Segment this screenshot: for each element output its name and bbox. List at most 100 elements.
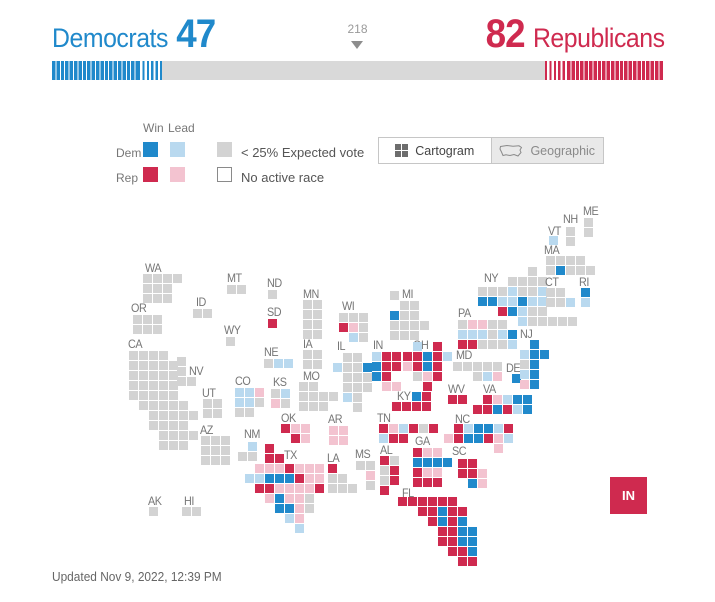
district-square-fl[interactable] xyxy=(428,517,437,526)
district-square-ma[interactable] xyxy=(566,266,575,275)
district-square-sc[interactable] xyxy=(468,459,477,468)
district-square-ma[interactable] xyxy=(556,256,565,265)
district-square-or[interactable] xyxy=(153,325,162,334)
district-square-oh[interactable] xyxy=(403,362,412,371)
district-square-mi[interactable] xyxy=(410,301,419,310)
district-square-nv[interactable] xyxy=(177,367,186,376)
district-square-al[interactable] xyxy=(390,456,399,465)
district-square-mi[interactable] xyxy=(400,321,409,330)
district-square-ny[interactable] xyxy=(538,307,547,316)
district-square-mo[interactable] xyxy=(319,402,328,411)
district-square-mi[interactable] xyxy=(410,321,419,330)
district-square-or[interactable] xyxy=(143,315,152,324)
district-square-ks[interactable] xyxy=(271,399,280,408)
district-square-ri[interactable] xyxy=(581,288,590,297)
district-square-tx[interactable] xyxy=(265,444,274,453)
district-square-mo[interactable] xyxy=(309,402,318,411)
district-square-ca[interactable] xyxy=(149,351,158,360)
district-square-fl[interactable] xyxy=(458,557,467,566)
district-square-az[interactable] xyxy=(221,436,230,445)
district-square-ia[interactable] xyxy=(303,360,312,369)
district-square-tx[interactable] xyxy=(285,484,294,493)
district-square-fl[interactable] xyxy=(448,547,457,556)
district-square-wi[interactable] xyxy=(359,323,368,332)
district-square-fl[interactable] xyxy=(458,537,467,546)
district-square-ca[interactable] xyxy=(169,441,178,450)
district-square-sc[interactable] xyxy=(458,469,467,478)
district-square-tx[interactable] xyxy=(255,464,264,473)
district-square-nc[interactable] xyxy=(484,434,493,443)
district-square-md[interactable] xyxy=(483,362,492,371)
district-square-ms[interactable] xyxy=(366,471,375,480)
district-square-mi[interactable] xyxy=(410,331,419,340)
district-square-tn[interactable] xyxy=(379,434,388,443)
district-square-tn[interactable] xyxy=(429,424,438,433)
district-square-pa[interactable] xyxy=(468,320,477,329)
district-square-wv[interactable] xyxy=(448,395,457,404)
district-square-ar[interactable] xyxy=(339,436,348,445)
district-square-pa[interactable] xyxy=(458,340,467,349)
district-square-ks[interactable] xyxy=(281,389,290,398)
district-square-va[interactable] xyxy=(503,405,512,414)
district-square-tn[interactable] xyxy=(389,434,398,443)
district-square-la[interactable] xyxy=(328,484,337,493)
district-square-ak[interactable] xyxy=(149,507,158,516)
district-square-fl[interactable] xyxy=(458,507,467,516)
district-square-or[interactable] xyxy=(143,325,152,334)
district-square-ny[interactable] xyxy=(518,287,527,296)
district-square-co[interactable] xyxy=(255,398,264,407)
district-square-ny[interactable] xyxy=(508,307,517,316)
district-square-md[interactable] xyxy=(453,362,462,371)
district-square-il[interactable] xyxy=(353,373,362,382)
district-square-tx[interactable] xyxy=(265,454,274,463)
district-square-wa[interactable] xyxy=(173,274,182,283)
district-square-ne[interactable] xyxy=(274,359,283,368)
district-square-al[interactable] xyxy=(380,486,389,495)
district-square-fl[interactable] xyxy=(448,517,457,526)
district-square-ar[interactable] xyxy=(339,426,348,435)
district-square-nj[interactable] xyxy=(520,370,529,379)
district-square-wa[interactable] xyxy=(153,274,162,283)
district-square-nj[interactable] xyxy=(530,380,539,389)
district-square-fl[interactable] xyxy=(418,507,427,516)
district-square-fl[interactable] xyxy=(468,537,477,546)
district-square-tx[interactable] xyxy=(305,504,314,513)
district-square-ok[interactable] xyxy=(301,424,310,433)
district-square-ca[interactable] xyxy=(139,381,148,390)
district-square-wa[interactable] xyxy=(163,284,172,293)
district-square-tx[interactable] xyxy=(255,484,264,493)
district-square-ny[interactable] xyxy=(568,317,577,326)
district-square-ks[interactable] xyxy=(271,389,280,398)
district-square-al[interactable] xyxy=(380,456,389,465)
district-square-nc[interactable] xyxy=(504,434,513,443)
district-square-pa[interactable] xyxy=(498,330,507,339)
district-square-ct[interactable] xyxy=(566,298,575,307)
district-square-mn[interactable] xyxy=(303,300,312,309)
district-square-nd[interactable] xyxy=(268,290,277,299)
district-square-tx[interactable] xyxy=(265,474,274,483)
district-square-ut[interactable] xyxy=(213,409,222,418)
district-square-ma[interactable] xyxy=(586,266,595,275)
district-square-tx[interactable] xyxy=(285,474,294,483)
district-square-id[interactable] xyxy=(193,309,202,318)
district-square-mo[interactable] xyxy=(299,392,308,401)
district-square-va[interactable] xyxy=(483,395,492,404)
district-square-mo[interactable] xyxy=(319,392,328,401)
district-square-ny[interactable] xyxy=(538,287,547,296)
district-square-ma[interactable] xyxy=(566,256,575,265)
district-square-tn[interactable] xyxy=(389,424,398,433)
district-square-mo[interactable] xyxy=(309,392,318,401)
district-square-tn[interactable] xyxy=(419,424,428,433)
district-square-va[interactable] xyxy=(473,405,482,414)
district-square-tx[interactable] xyxy=(285,464,294,473)
district-square-ny[interactable] xyxy=(538,277,547,286)
district-square-ne[interactable] xyxy=(284,359,293,368)
district-square-nc[interactable] xyxy=(474,424,483,433)
district-square-ca[interactable] xyxy=(159,411,168,420)
district-square-nc[interactable] xyxy=(494,434,503,443)
district-square-nc[interactable] xyxy=(464,424,473,433)
district-square-ny[interactable] xyxy=(508,277,517,286)
district-square-ia[interactable] xyxy=(303,350,312,359)
district-square-ms[interactable] xyxy=(366,461,375,470)
district-square-ca[interactable] xyxy=(149,401,158,410)
